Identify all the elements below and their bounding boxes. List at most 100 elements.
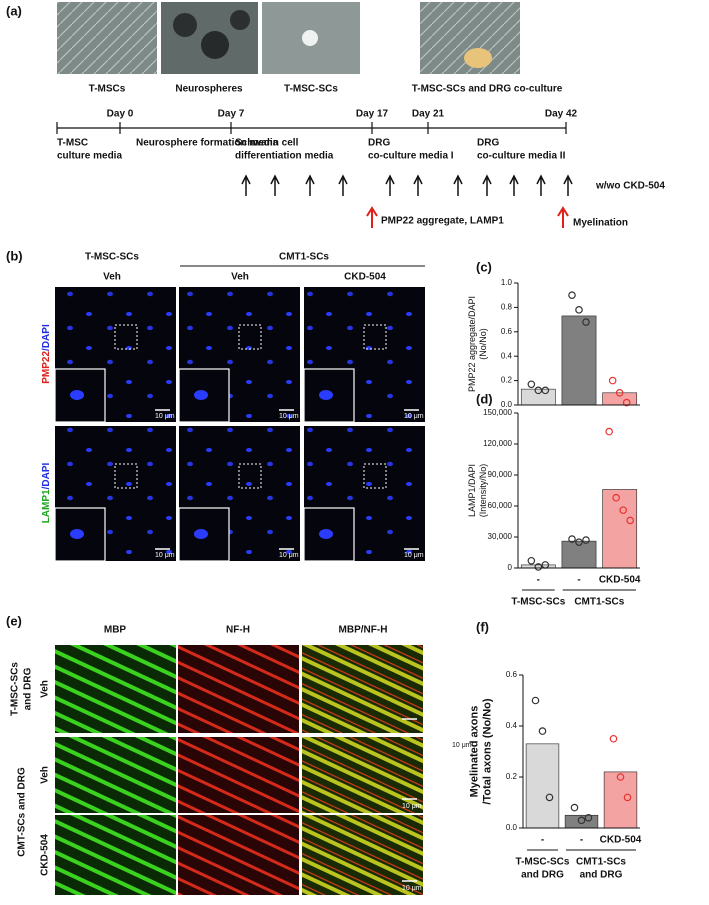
arrow [305,174,315,196]
panel-label: (f) [476,619,489,634]
y-tick-label: 150,000 [483,408,512,417]
zoom-box [238,324,262,350]
stage-label: co-culture media II [477,151,566,162]
micrograph [178,737,299,813]
zoom-box [114,324,138,350]
column-label: NF-H [226,625,250,636]
stage-label: Schwann cell [235,138,299,149]
data-point [582,318,590,326]
row-label-stain: /DAPI [41,324,52,351]
y-tick-label: 60,000 [488,501,513,510]
day-label: Day 42 [545,109,578,120]
y-axis-label: (Intensity/No) [478,464,488,518]
arrow [453,174,463,196]
group-label: and DRG [521,870,564,881]
scale-bar-label: 10 μm [404,552,424,559]
row-label: Veh [40,766,51,784]
group-label: and DRG [580,870,623,881]
data-point [568,291,576,300]
data-point [541,386,550,395]
zoom-box [363,463,387,489]
readout-arrow [366,206,378,228]
bar [602,392,638,406]
y-axis-label: /Total axons (No/No) [481,698,493,804]
arrow [385,174,395,196]
stage-label: T-MSC [57,138,88,149]
y-tick-label: 0.0 [501,400,513,409]
timeline [56,122,567,134]
image-label: T-MSC-SCs [284,84,338,95]
bar [603,771,638,829]
data-point [538,727,547,735]
data-point [575,306,583,314]
data-point [577,816,586,825]
stage-label: DRG [368,138,390,149]
readout-arrow [557,206,569,228]
image [57,2,157,74]
row-label: CKD-504 [40,834,51,876]
zoom-box [114,463,138,489]
stage-label: DRG [477,138,499,149]
bar [602,489,638,569]
stage-label: differentiation media [235,151,334,162]
zoom-box [363,324,387,350]
panel-label: (e) [6,613,22,628]
data-point [527,380,536,389]
y-tick-label: 0.6 [501,327,513,336]
arrow [509,174,519,196]
image [173,13,197,37]
group-label: T-MSC-SCs [516,857,570,868]
group-label: T-MSC-SCs [10,662,21,716]
image-label: T-MSC-SCs and DRG co-culture [412,84,563,95]
column-label: Veh [231,272,249,283]
panel-label: (c) [476,259,492,274]
group-label: CMT-SCs and DRG [17,767,28,857]
zoom-box [238,463,262,489]
y-tick-label: 120,000 [483,439,512,448]
arrow [241,174,251,196]
data-point [608,376,617,385]
micrograph [178,815,299,895]
scale-bar-label: 10 μm [279,413,299,420]
stage-label: culture media [57,151,122,162]
micrograph [302,645,423,733]
group-label: CMT1-SCs [279,252,329,263]
arrow [338,174,348,196]
group-label: T-MSC-SCs [511,597,565,608]
scale-bar-label: 10 μm [402,803,422,810]
scale-bar-label: 10 μm [279,552,299,559]
micrograph [302,737,423,813]
x-tick-label: - [537,575,540,586]
data-point [570,803,579,812]
group-label: T-MSC-SCs [85,252,139,263]
y-axis-label: (No/No) [478,328,488,360]
y-tick-label: 0 [508,563,513,572]
micrograph [55,645,176,733]
day-label: Day 0 [107,109,134,120]
image [230,10,250,30]
image [464,48,492,68]
data-point [609,734,618,743]
data-point [582,536,590,544]
y-tick-label: 0.6 [506,670,518,679]
x-tick-label: - [541,835,544,846]
y-tick-label: 0.2 [501,376,513,385]
data-point [568,535,576,543]
bar [525,743,560,829]
stage-label: Neurosphere formation media [136,138,279,149]
data-point [612,493,620,502]
row-label-marker: LAMP1 [41,489,52,523]
row-label-marker: PMP22 [41,351,52,384]
inset-cell [319,529,333,539]
scale-bar-label: 10 μm [402,885,422,892]
scale-bar-label: 10 μm [404,413,424,420]
stage-label: co-culture media I [368,151,454,162]
arrow [563,174,573,196]
data-point [545,793,554,802]
charts: (c) PMP22 aggregate/DAPI (No/No) 0.0 0.2 0.4 0… [467,259,642,880]
data-point [605,427,613,436]
data-point [584,813,593,822]
row-label: PMP22/DAPI [41,324,52,384]
data-point [622,398,631,407]
